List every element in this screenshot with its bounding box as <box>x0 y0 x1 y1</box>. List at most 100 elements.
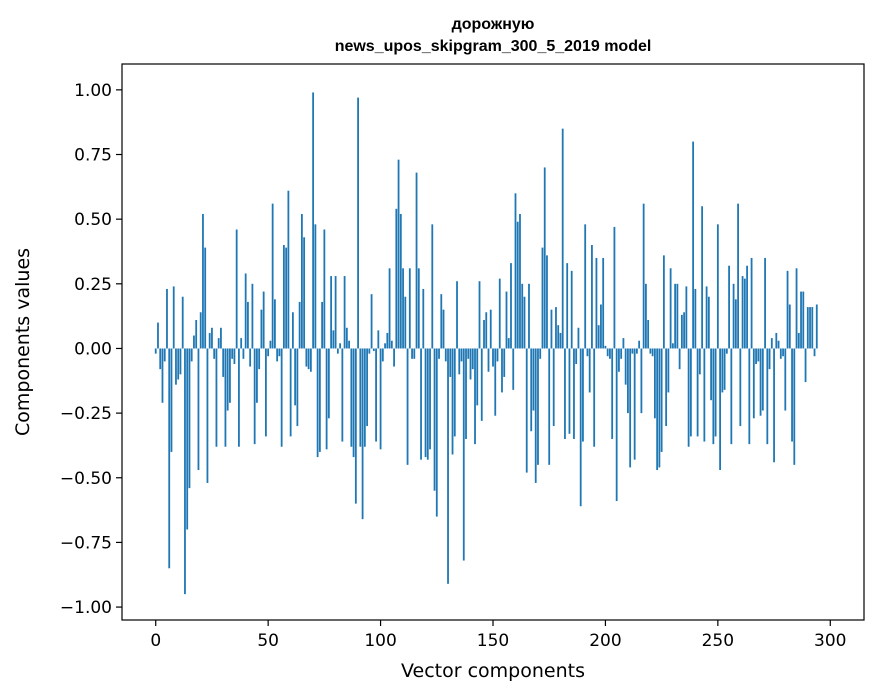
bar <box>795 268 798 349</box>
bar <box>404 296 407 349</box>
bar <box>604 345 607 349</box>
bar <box>743 278 746 349</box>
bar <box>678 348 681 370</box>
bar <box>186 348 189 530</box>
bar <box>318 348 321 452</box>
bar <box>179 348 182 375</box>
bar <box>674 283 677 349</box>
bar <box>680 314 683 349</box>
bar <box>449 348 452 377</box>
bar <box>759 348 762 416</box>
bar <box>782 348 784 357</box>
bar <box>537 348 539 465</box>
bar <box>161 348 164 403</box>
bar <box>465 348 467 439</box>
bar <box>330 276 333 349</box>
bar <box>195 320 198 349</box>
bar <box>721 348 724 393</box>
bar <box>415 172 418 349</box>
bar <box>624 348 627 385</box>
y-tick-label: 0.50 <box>74 210 112 230</box>
bar <box>503 348 506 377</box>
y-tick-label: 1.00 <box>74 81 112 101</box>
bar <box>314 224 317 349</box>
bar <box>707 296 710 349</box>
bar <box>474 348 476 445</box>
bar <box>636 348 638 354</box>
x-tick-label: 50 <box>257 631 279 651</box>
bar <box>332 330 335 349</box>
bar <box>420 348 422 460</box>
bar <box>656 348 659 471</box>
bar <box>370 294 373 349</box>
bar <box>485 312 488 349</box>
bar <box>505 291 508 349</box>
bar <box>800 291 802 349</box>
bar <box>411 348 413 359</box>
bar <box>384 343 386 349</box>
bar <box>629 348 632 468</box>
bar <box>217 338 220 349</box>
bar <box>665 348 668 427</box>
bar <box>600 304 602 349</box>
y-tick-label: −0.25 <box>60 404 112 424</box>
bar <box>305 348 308 367</box>
bar <box>291 312 294 349</box>
bar <box>692 141 695 349</box>
bar <box>591 245 593 349</box>
bar <box>786 270 789 349</box>
bar <box>357 97 359 349</box>
bar <box>586 348 589 357</box>
bar <box>611 348 614 439</box>
bar <box>456 281 458 349</box>
bar <box>613 226 616 349</box>
bar <box>377 330 380 349</box>
bar <box>233 348 236 364</box>
bar <box>184 348 186 595</box>
bar <box>422 288 425 349</box>
bar <box>528 283 530 349</box>
bar <box>238 348 240 447</box>
bar-series <box>154 92 818 595</box>
bar <box>258 348 261 370</box>
bar <box>300 213 303 349</box>
bar <box>361 348 364 520</box>
bar <box>282 245 285 349</box>
bar <box>588 348 591 393</box>
bar <box>206 348 209 483</box>
bar <box>687 348 690 447</box>
bar <box>811 307 814 349</box>
plot-frame <box>121 63 865 621</box>
bar <box>247 301 249 349</box>
bar <box>532 348 535 411</box>
bar <box>226 348 229 411</box>
bar <box>593 348 596 447</box>
bar <box>359 348 362 447</box>
bar <box>784 348 787 411</box>
bar <box>539 348 542 359</box>
bar <box>159 348 162 370</box>
bar <box>478 281 481 349</box>
bar <box>809 307 811 349</box>
bar <box>597 325 600 349</box>
bar <box>653 348 656 419</box>
bar <box>193 335 195 349</box>
bar <box>244 273 247 349</box>
bar <box>667 348 670 393</box>
bar <box>354 348 357 504</box>
bar <box>280 348 283 447</box>
bar <box>235 229 238 349</box>
bar <box>701 206 704 349</box>
bar <box>793 348 796 465</box>
bar <box>368 348 371 354</box>
bar <box>395 208 398 349</box>
bar <box>815 304 818 349</box>
bar <box>647 320 650 349</box>
bar <box>797 332 800 349</box>
bar <box>296 348 299 427</box>
bar <box>397 159 400 349</box>
bar <box>267 348 270 357</box>
bar <box>435 348 438 517</box>
bar <box>278 348 281 357</box>
bar <box>204 247 207 349</box>
